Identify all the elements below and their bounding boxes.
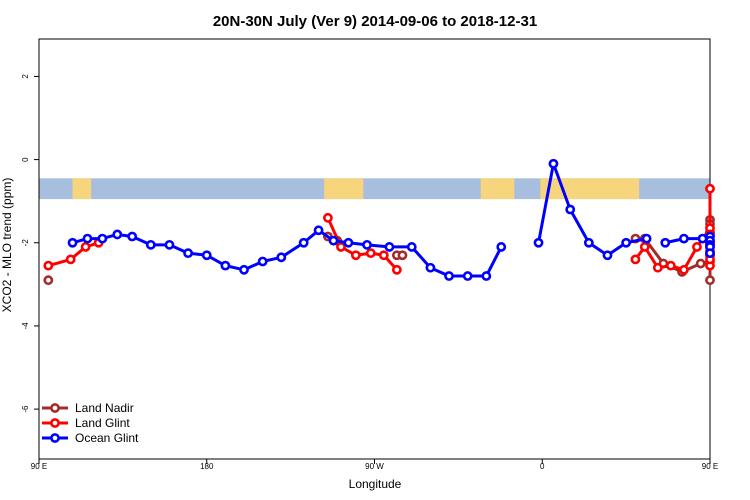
ocean-glint-point [533,237,544,248]
ocean-glint-point [406,242,417,252]
ocean-glint-point [496,242,507,252]
ocean-glint-point [583,237,594,248]
ocean-glint-point [328,235,339,246]
series-ocean-glint [67,158,715,281]
legend-label: Ocean Glint [75,431,139,445]
ocean-glint-point [679,233,689,244]
ocean-glint-point [97,233,108,244]
ocean-glint-point [660,237,671,248]
y-tick-label: -4 [21,322,30,330]
ocean-glint-point [112,229,123,240]
legend-label: Land Nadir [75,401,134,415]
x-tick-label: 0 [540,462,545,471]
x-axis-title: Longitude [349,477,402,491]
land-glint-point [679,264,689,275]
land-glint-line [47,241,100,268]
legend-marker [50,403,60,413]
land-glint-point [652,262,663,273]
x-tick-label: 90 E [702,462,718,471]
ocean-glint-point [276,252,287,263]
ocean-glint-point [641,233,652,244]
ocean-glint-point [257,256,268,267]
land-glint-point [378,250,389,261]
ocean-glint-point [705,248,715,259]
ocean-glint-point [697,233,708,244]
y-axis-title: XCO2 - MLO trend (ppm) [0,178,14,313]
ocean-glint-point [183,248,194,259]
ocean-glint-point [602,250,613,261]
ocean-glint-point [298,237,309,248]
land-nadir-point [705,275,715,286]
land-glint-point [336,242,346,252]
ocean-glint-point [127,231,138,242]
y-tick-label: -6 [21,405,30,413]
land-glint-point [665,260,676,271]
ocean-glint-point [67,237,78,248]
land-glint-line [634,187,712,272]
land-segment-4 [540,178,640,200]
ocean-glint-point [239,264,249,275]
land-nadir-point [43,275,54,286]
land-mask-band [39,178,710,200]
x-tick-label: 180 [200,462,214,471]
ocean-glint-point [548,158,559,169]
ocean-glint-point [201,250,212,261]
x-tick-label: 90 W [365,462,384,471]
land-glint-point [630,254,641,265]
land-glint-point [692,242,702,252]
land-glint-point [323,212,333,223]
land-segment-2 [324,178,364,200]
land-glint-point [80,242,91,252]
land-glint-point [65,254,76,265]
series-layer [43,158,715,286]
ocean-glint-point [384,242,395,252]
y-tick-label: 2 [21,74,30,79]
ocean-glint-point [343,237,354,248]
land-glint-point [705,183,715,194]
y-tick-label: -2 [21,239,30,247]
plot-area-frame [38,38,711,460]
land-glint-point [391,264,402,275]
ocean-glint-point [362,239,372,250]
land-segment-3 [480,178,515,200]
ocean-glint-point [565,204,576,215]
ocean-glint-point [462,271,473,281]
land-glint-point [43,260,54,271]
x-tick-label: 90 E [31,462,47,471]
legend-item-land-glint: Land Glint [42,416,130,430]
chart-title: 20N-30N July (Ver 9) 2014-09-06 to 2018-… [213,13,537,30]
ocean-glint-point [164,239,175,250]
ocean-glint-point [220,260,231,271]
ocean-glint-point [145,239,156,250]
legend-item-land-nadir: Land Nadir [42,401,134,415]
ocean-glint-point [82,233,93,244]
ocean-glint-point [481,271,492,281]
y-tick-label: 0 [21,157,30,162]
legend-marker [50,433,60,443]
ocean-glint-point [313,225,324,236]
land-glint-point [639,242,650,252]
legend-marker [50,418,60,428]
land-glint-point [365,248,376,259]
land-segment-1 [72,178,92,200]
land-glint-point [350,250,361,261]
ocean-glint-point [621,237,632,248]
ocean-glint-point [425,262,436,273]
legend-item-ocean-glint: Ocean Glint [42,431,139,445]
y-axis: 2 0 -2 -4 -6 [21,74,39,413]
land-nadir-point [695,258,706,269]
ocean-glint-point [444,271,454,281]
legend-label: Land Glint [75,416,130,430]
x-axis: 90 E 180 90 W 0 90 E [31,459,718,471]
land-nadir-point [397,250,408,261]
